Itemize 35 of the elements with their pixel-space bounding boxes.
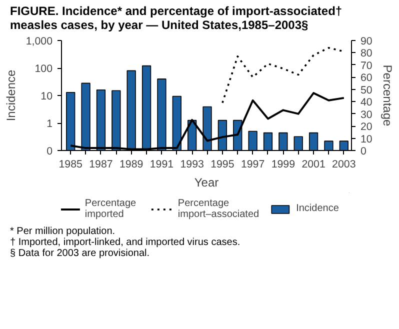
y2-tick-label: 80 <box>360 48 372 60</box>
x-axis-title: Year <box>194 175 219 190</box>
x-tick-label: 1999 <box>271 158 296 170</box>
y2-tick-label: 0 <box>360 145 366 158</box>
text: * Per million population. <box>10 226 116 237</box>
legend-label: Percentage import–associated <box>178 198 260 220</box>
x-tick-label: 2003 <box>332 158 356 170</box>
text: § Data for 2003 are provisional. <box>10 248 150 259</box>
legend-label: Percentage imported <box>84 198 138 220</box>
y2-tick-label: 90 <box>360 35 372 48</box>
x-tick-label: 2001 <box>302 158 326 170</box>
y2-tick-label: 70 <box>360 60 372 72</box>
x-tick-label: 1993 <box>180 158 204 170</box>
y-tick-label: 10 <box>40 90 53 102</box>
x-tick-label: 1991 <box>150 158 174 170</box>
y2-tick-label: 60 <box>360 72 372 84</box>
y2-axis-title: Percentage <box>380 64 394 126</box>
y2-tick-label: 40 <box>360 96 372 108</box>
y-tick-label: 100 <box>34 62 53 75</box>
text: † Imported, import-linked, and imported virus cases. <box>10 236 240 248</box>
chart-title: FIGURE. Incidence* and percentage of import-associated† measles cases, by year — United States,1985–2003§ <box>10 4 344 33</box>
y2-tick-label: 50 <box>360 84 372 96</box>
y-axis-title: Incidence <box>4 69 18 121</box>
y-tick-label: 1 <box>46 118 53 130</box>
legend-label: Incidence <box>296 203 340 214</box>
x-tick-label: 1987 <box>89 158 113 170</box>
y-tick-label: 0 <box>46 145 53 158</box>
y2-tick-label: 30 <box>360 108 372 121</box>
x-tick-label: 1985 <box>58 158 83 170</box>
y2-tick-label: 10 <box>360 133 372 146</box>
y2-tick-label: 20 <box>360 120 372 133</box>
y-tick-label: 1,000 <box>26 35 53 48</box>
x-tick-label: 1989 <box>119 158 144 170</box>
x-tick-label: 1995 <box>210 158 234 170</box>
x-tick-label: 1997 <box>240 158 265 170</box>
